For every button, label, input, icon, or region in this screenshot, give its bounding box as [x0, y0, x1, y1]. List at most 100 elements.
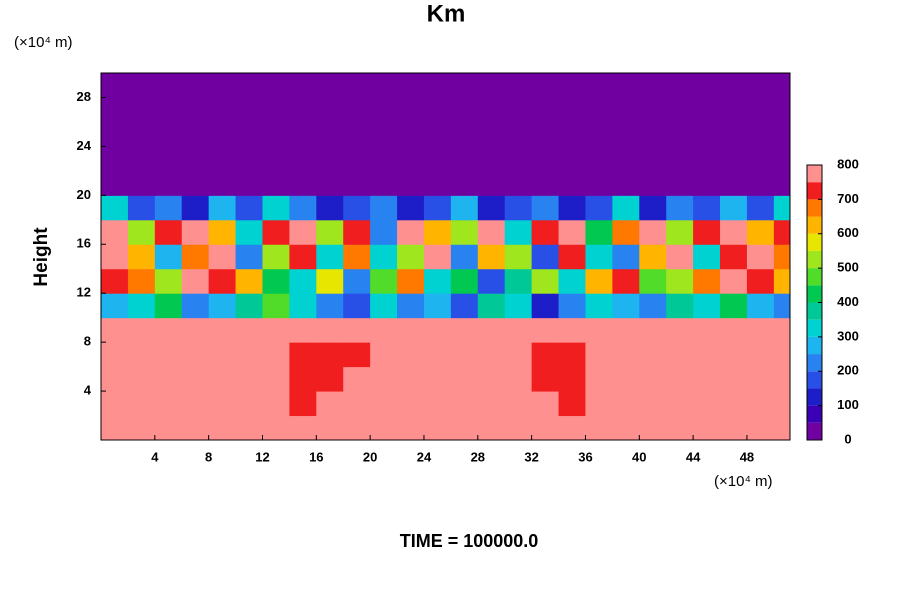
cell [477, 366, 506, 392]
x-tick-label: 20 [363, 449, 377, 464]
cell [450, 73, 479, 98]
cell [127, 366, 156, 392]
cell [343, 121, 371, 147]
cell [504, 342, 533, 368]
y-unit: (×10⁴ m) [14, 34, 73, 51]
colorbar-band [807, 268, 822, 286]
cell [235, 146, 263, 172]
cell [235, 415, 263, 440]
cell [720, 268, 748, 294]
cell [558, 146, 586, 172]
cell [154, 170, 183, 196]
cell [666, 317, 694, 343]
cell [370, 268, 398, 294]
cell [746, 366, 775, 392]
cell [639, 415, 667, 440]
chart-title: Km [427, 0, 466, 27]
cell [397, 73, 425, 98]
cell [397, 195, 425, 221]
cell [127, 415, 156, 440]
cell [127, 391, 156, 417]
cell [558, 244, 586, 270]
colorbar-band [807, 165, 822, 183]
cell [343, 317, 371, 343]
cell [423, 268, 452, 294]
cell [343, 170, 371, 196]
cell [370, 195, 398, 221]
cell [639, 366, 667, 392]
cell [343, 268, 371, 294]
cell [181, 195, 210, 221]
cell [477, 195, 506, 221]
cell [154, 293, 183, 319]
cell [235, 244, 263, 270]
x-tick-label: 36 [578, 449, 592, 464]
cell [746, 219, 775, 245]
cell [127, 195, 156, 221]
cell [558, 317, 586, 343]
cell [558, 366, 586, 392]
cell [289, 293, 317, 319]
cell [612, 268, 640, 294]
cell [262, 342, 290, 368]
cell [531, 366, 560, 392]
x-tick-label: 24 [417, 449, 432, 464]
cell [504, 317, 533, 343]
cell [693, 366, 721, 392]
cell [101, 317, 129, 343]
cell [127, 170, 156, 196]
cell [666, 146, 694, 172]
cell [289, 268, 317, 294]
cell [450, 195, 479, 221]
cell [343, 195, 371, 221]
cell [773, 342, 790, 368]
x-unit: (×10⁴ m) [714, 473, 773, 490]
cell [531, 391, 560, 417]
cell [343, 342, 371, 368]
cell [693, 146, 721, 172]
cell [423, 219, 452, 245]
cell [289, 219, 317, 245]
cell [397, 342, 425, 368]
cell [746, 121, 775, 147]
cell [235, 293, 263, 319]
cell [127, 268, 156, 294]
cell [639, 170, 667, 196]
cell [181, 342, 210, 368]
cell [450, 293, 479, 319]
cell [101, 170, 129, 196]
cell [558, 170, 586, 196]
cell [531, 73, 560, 98]
cell [720, 342, 748, 368]
cell [450, 366, 479, 392]
cell [773, 219, 790, 245]
cell [531, 146, 560, 172]
cell [235, 73, 263, 98]
cell [639, 244, 667, 270]
cell [397, 244, 425, 270]
cell [262, 244, 290, 270]
cell [773, 317, 790, 343]
y-tick-label: 20 [77, 187, 91, 202]
cell [101, 73, 129, 98]
cell [531, 268, 560, 294]
cell [450, 391, 479, 417]
cell [773, 195, 790, 221]
cell [693, 170, 721, 196]
cell [423, 73, 452, 98]
cell [397, 170, 425, 196]
cell [208, 293, 237, 319]
cell [666, 391, 694, 417]
cell [531, 293, 560, 319]
x-tick-label: 40 [632, 449, 646, 464]
cell [181, 293, 210, 319]
y-tick-label: 24 [77, 138, 92, 153]
cell [397, 121, 425, 147]
cell [693, 97, 721, 123]
colorbar-band [807, 354, 822, 372]
cell [477, 73, 506, 98]
cell [316, 170, 344, 196]
colorbar-band [807, 233, 822, 251]
cell [289, 170, 317, 196]
x-tick-label: 44 [686, 449, 701, 464]
